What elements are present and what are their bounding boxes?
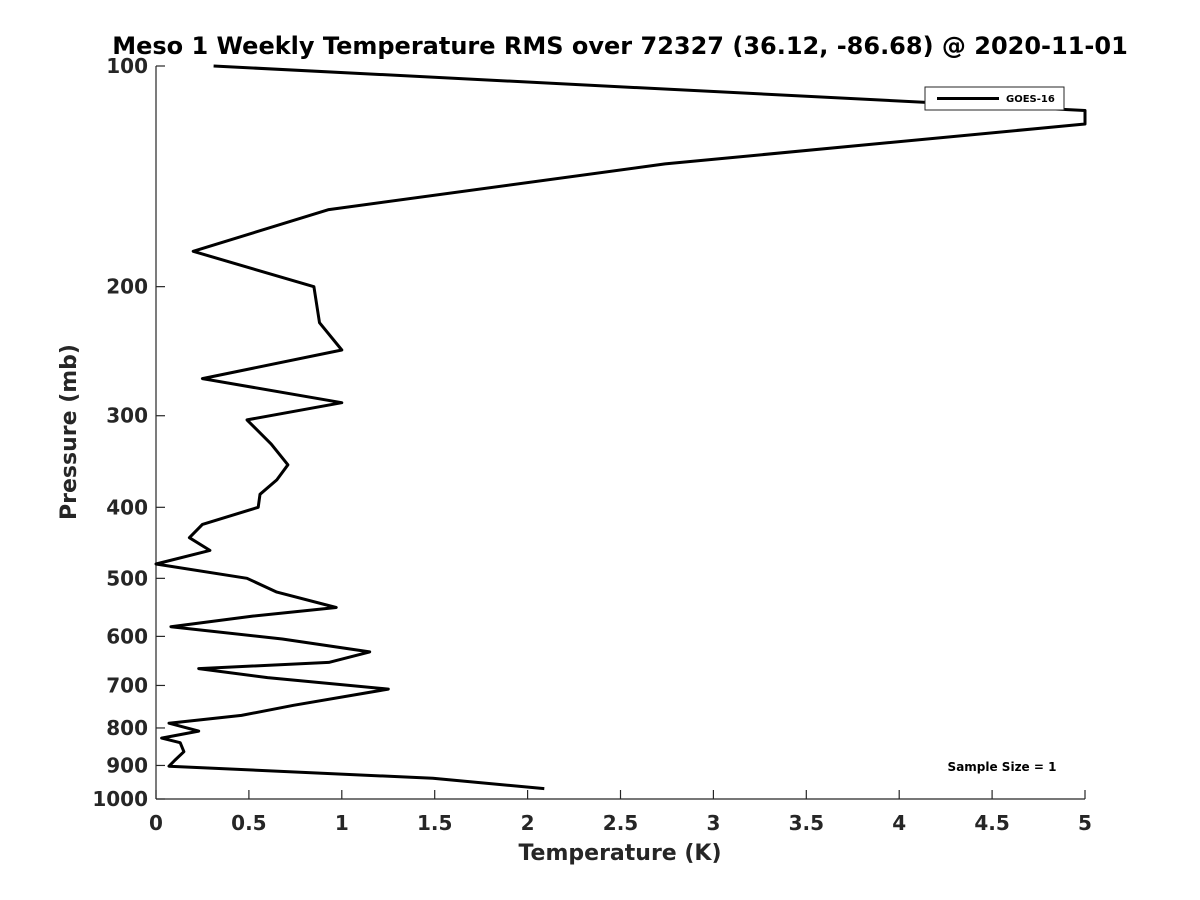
y-axis-ticks: 100 200 300 400 500 600 700 800 900 1000 [92,54,165,811]
y-tick-label: 300 [106,404,148,428]
x-tick-label: 0.5 [231,811,266,835]
x-axis-ticks: 0 0.5 1 1.5 2 2.5 3 3.5 4 4.5 5 [149,790,1092,835]
axes [155,66,1085,800]
chart-title: Meso 1 Weekly Temperature RMS over 72327… [112,32,1128,60]
x-tick-label: 3 [706,811,720,835]
y-tick-label: 200 [106,275,148,299]
legend: GOES-16 [924,86,1065,111]
y-axis-label: Pressure (mb) [57,344,82,520]
x-axis-label: Temperature (K) [518,841,721,866]
y-tick-label: 400 [106,495,148,519]
x-tick-label: 1.5 [417,811,452,835]
x-tick-label: 5 [1078,811,1092,835]
y-tick-label: 800 [106,716,148,740]
x-tick-label: 4 [892,811,906,835]
series-line-goes-16 [154,64,1087,791]
x-tick-label: 4.5 [974,811,1009,835]
legend-label-goes-16: GOES-16 [1006,94,1055,105]
y-tick-label: 600 [106,624,148,648]
x-tick-label: 0 [149,811,163,835]
y-tick-label: 500 [106,566,148,590]
x-tick-label: 2.5 [603,811,638,835]
series-layer [154,64,1087,791]
y-tick-label: 900 [106,753,148,777]
sample-size-annotation: Sample Size = 1 [948,760,1057,774]
y-tick-label: 100 [106,54,148,78]
y-tick-label: 1000 [92,787,148,811]
x-tick-label: 1 [335,811,349,835]
x-tick-label: 2 [521,811,535,835]
y-tick-label: 700 [106,673,148,697]
x-tick-label: 3.5 [789,811,824,835]
